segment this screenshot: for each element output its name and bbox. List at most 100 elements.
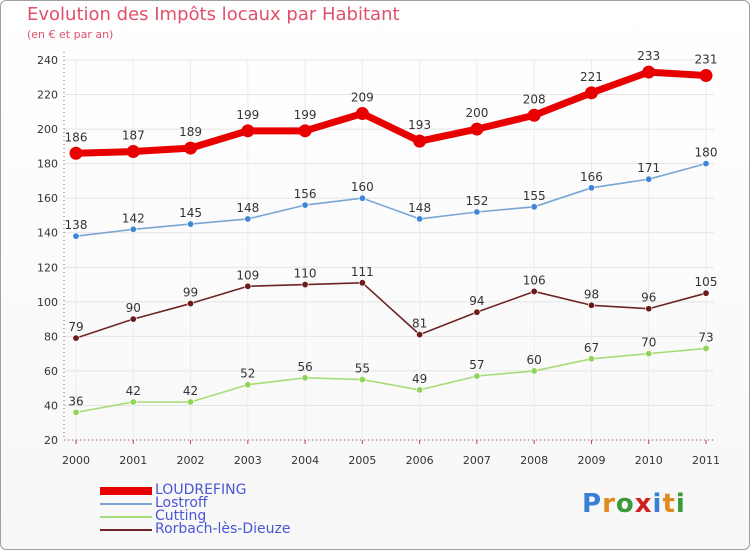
legend-swatch — [100, 487, 152, 495]
data-label: 94 — [469, 294, 484, 308]
data-label: 221 — [580, 70, 603, 84]
x-tick-label: 2008 — [520, 454, 548, 467]
data-point — [702, 344, 710, 352]
x-tick-label: 2000 — [62, 454, 90, 467]
y-tick-label: 80 — [44, 330, 58, 343]
data-point — [72, 408, 80, 416]
logo-letter: P — [582, 489, 603, 519]
data-point — [587, 184, 595, 192]
x-tick-label: 2006 — [406, 454, 434, 467]
data-point — [358, 376, 366, 384]
data-point — [642, 65, 656, 79]
data-label: 36 — [68, 394, 83, 408]
data-point — [358, 194, 366, 202]
data-label: 42 — [126, 384, 141, 398]
data-point — [129, 398, 137, 406]
data-label: 105 — [695, 275, 718, 289]
data-label: 152 — [465, 194, 488, 208]
data-point — [587, 355, 595, 363]
data-label: 79 — [68, 320, 83, 334]
x-tick-label: 2010 — [635, 454, 663, 467]
data-label: 148 — [408, 201, 431, 215]
logo-letter: i — [652, 489, 663, 519]
x-tick-label: 2002 — [177, 454, 205, 467]
data-point — [416, 215, 424, 223]
data-point — [301, 201, 309, 209]
data-point — [69, 146, 83, 160]
data-point — [358, 279, 366, 287]
x-tick-label: 2011 — [692, 454, 720, 467]
data-point — [530, 367, 538, 375]
data-point — [355, 107, 369, 121]
data-point — [72, 334, 80, 342]
data-label: 67 — [584, 341, 599, 355]
data-point — [473, 308, 481, 316]
data-label: 42 — [183, 384, 198, 398]
data-label: 200 — [465, 106, 488, 120]
data-point — [645, 350, 653, 358]
x-tick-label: 2004 — [291, 454, 319, 467]
data-label: 166 — [580, 170, 603, 184]
legend-swatch — [100, 503, 152, 505]
data-label: 90 — [126, 301, 141, 315]
data-label: 81 — [412, 317, 427, 331]
y-tick-label: 180 — [37, 158, 58, 171]
data-point — [244, 381, 252, 389]
data-point — [702, 160, 710, 168]
x-tick-label: 2007 — [463, 454, 491, 467]
data-point — [473, 372, 481, 380]
y-tick-label: 20 — [44, 434, 58, 447]
data-point — [187, 300, 195, 308]
data-point — [413, 134, 427, 148]
series-line-rorbach-lès-dieuze — [75, 282, 707, 339]
data-label: 180 — [695, 146, 718, 160]
data-label: 193 — [408, 118, 431, 132]
proxiti-logo: Proxiti — [582, 489, 686, 519]
legend-label: Cutting — [155, 508, 207, 524]
x-tick-label: 2003 — [234, 454, 262, 467]
data-label: 138 — [65, 218, 88, 232]
logo-letter: r — [602, 489, 616, 519]
data-point — [645, 175, 653, 183]
data-point — [530, 203, 538, 211]
series-line-cutting — [75, 347, 707, 414]
data-point — [126, 145, 140, 159]
x-tick-label: 2005 — [348, 454, 376, 467]
data-point — [244, 215, 252, 223]
data-point — [241, 124, 255, 138]
data-label: 199 — [294, 108, 317, 122]
data-label: 49 — [412, 372, 427, 386]
data-label: 145 — [179, 206, 202, 220]
y-tick-label: 40 — [44, 399, 58, 412]
data-label: 109 — [236, 268, 259, 282]
data-point — [298, 124, 312, 138]
data-label: 171 — [637, 161, 660, 175]
data-label: 55 — [355, 362, 370, 376]
data-point — [244, 282, 252, 290]
data-label: 231 — [695, 53, 718, 67]
data-label: 160 — [351, 180, 374, 194]
data-point — [527, 108, 541, 122]
data-label: 155 — [523, 189, 546, 203]
data-label: 148 — [236, 201, 259, 215]
legend-label: Lostroff — [155, 495, 208, 511]
data-point — [416, 386, 424, 394]
data-point — [184, 141, 198, 155]
y-tick-label: 60 — [44, 365, 58, 378]
data-point — [584, 86, 598, 100]
y-tick-label: 200 — [37, 123, 58, 136]
y-tick-label: 160 — [37, 192, 58, 205]
data-point — [645, 305, 653, 313]
y-tick-label: 240 — [37, 54, 58, 67]
data-label: 70 — [641, 336, 656, 350]
chart-title: Evolution des Impôts locaux par Habitant — [27, 4, 400, 25]
data-point — [187, 220, 195, 228]
data-label: 52 — [240, 367, 255, 381]
y-tick-label: 120 — [37, 261, 58, 274]
data-label: 56 — [297, 360, 312, 374]
x-tick-label: 2009 — [577, 454, 605, 467]
logo-letter: i — [675, 489, 686, 519]
data-point — [129, 225, 137, 233]
